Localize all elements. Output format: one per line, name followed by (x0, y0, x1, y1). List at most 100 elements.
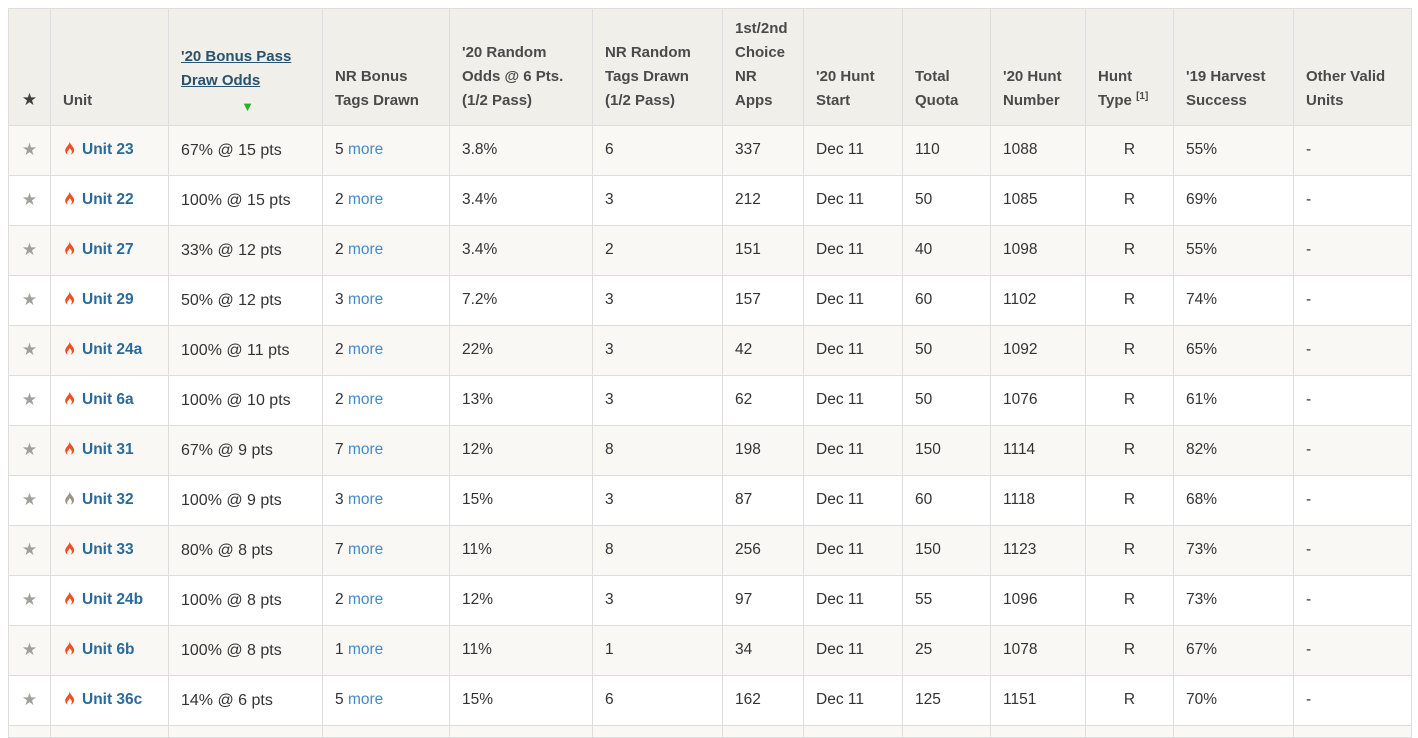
flame-icon (63, 541, 75, 556)
unit-link[interactable]: Unit 31 (82, 441, 134, 459)
table-row: ★ Unit 6a 100% @ 10 pts 2 more 13% 3 62 … (8, 375, 1412, 426)
unit-link[interactable]: Unit 29 (82, 291, 134, 309)
unit-link[interactable]: Unit 36c (82, 691, 143, 709)
unit-link[interactable]: Unit 32 (82, 491, 134, 509)
choice-apps-cell: 34 (722, 625, 804, 676)
total-quota-cell: 55 (902, 575, 991, 626)
favorite-star-cell[interactable]: ★ (8, 125, 51, 176)
random-odds-cell: 11% (449, 625, 593, 676)
unit-link[interactable]: Unit 33 (82, 541, 134, 559)
col-header-harvest-success: '19 Harvest Success (1173, 8, 1294, 126)
star-icon[interactable]: ★ (21, 190, 38, 210)
more-link[interactable]: more (347, 191, 384, 209)
star-icon[interactable]: ★ (21, 390, 38, 410)
tags-count: 7 (335, 441, 344, 459)
hunt-type-cell: R (1085, 325, 1174, 376)
hunt-start-cell: Dec 11 (803, 575, 903, 626)
bonus-odds-cell: 100% @ 9 pts (168, 475, 323, 526)
total-quota-cell: 40 (902, 225, 991, 276)
favorite-star-cell[interactable]: ★ (8, 475, 51, 526)
harvest-success-cell: 61% (1173, 375, 1294, 426)
harvest-success-cell: 69% (1173, 175, 1294, 226)
unit-link[interactable]: Unit 24a (82, 341, 143, 359)
other-valid-units-cell: - (1293, 575, 1412, 626)
star-icon[interactable]: ★ (21, 640, 38, 660)
favorite-star-cell[interactable]: ★ (8, 375, 51, 426)
col-header-unit: Unit (50, 8, 169, 126)
random-odds-cell: 12% (449, 575, 593, 626)
bonus-odds-cell: 100% @ 8 pts (168, 625, 323, 676)
favorite-star-cell[interactable]: ★ (8, 675, 51, 726)
favorite-star-cell[interactable]: ★ (8, 325, 51, 376)
col-header-total-quota: Total Quota (902, 8, 991, 126)
favorite-star-cell[interactable]: ★ (8, 175, 51, 226)
total-quota-cell: 150 (902, 525, 991, 576)
hunt-start-cell: Dec 11 (803, 375, 903, 426)
unit-cell: Unit 27 (50, 225, 169, 276)
star-icon[interactable]: ★ (21, 240, 38, 260)
col-header-hunt-start: '20 Hunt Start (803, 8, 903, 126)
choice-apps-cell: 87 (722, 475, 804, 526)
flame-icon (63, 391, 75, 406)
table-row: ★ Unit 24b 100% @ 8 pts 2 more 12% 3 97 … (8, 575, 1412, 626)
unit-cell: Unit 23 (50, 125, 169, 176)
more-link[interactable]: more (347, 541, 384, 559)
unit-link[interactable]: Unit 24b (82, 591, 144, 609)
more-link[interactable]: more (347, 291, 384, 309)
star-icon[interactable]: ★ (21, 140, 38, 160)
star-icon[interactable]: ★ (21, 290, 38, 310)
star-icon: ★ (21, 89, 38, 109)
col-header-hunt-number: '20 Hunt Number (990, 8, 1086, 126)
nr-bonus-tags-cell: 5 more (322, 125, 450, 176)
more-link[interactable]: more (347, 591, 384, 609)
star-icon[interactable]: ★ (21, 540, 38, 560)
star-icon[interactable]: ★ (21, 340, 38, 360)
hunt-number-cell: 1098 (990, 225, 1086, 276)
more-link[interactable]: more (347, 641, 384, 659)
more-link[interactable]: more (347, 441, 384, 459)
star-icon[interactable]: ★ (21, 490, 38, 510)
hunt-type-cell: R (1085, 525, 1174, 576)
nr-random-tags-cell: 3 (592, 175, 723, 226)
draw-odds-table: ★ Unit '20 Bonus Pass Draw Odds ▼ NR Bon… (8, 8, 1412, 738)
harvest-success-cell: 67% (1173, 625, 1294, 676)
harvest-success-cell: 74% (1173, 275, 1294, 326)
col-header-other-valid-units: Other Valid Units (1293, 8, 1412, 126)
other-valid-units-cell: - (1293, 425, 1412, 476)
star-icon[interactable]: ★ (21, 590, 38, 610)
bonus-odds-cell: 100% @ 10 pts (168, 375, 323, 426)
total-quota-cell: 150 (902, 425, 991, 476)
hunt-start-cell: Dec 11 (803, 625, 903, 676)
star-icon[interactable]: ★ (21, 690, 38, 710)
favorite-star-cell[interactable]: ★ (8, 275, 51, 326)
flame-icon (63, 341, 75, 356)
more-link[interactable]: more (347, 391, 384, 409)
total-quota-cell: 125 (902, 675, 991, 726)
sort-column-link[interactable]: '20 Bonus Pass Draw Odds (181, 48, 292, 89)
hunt-type-cell: R (1085, 625, 1174, 676)
unit-link[interactable]: Unit 23 (82, 141, 134, 159)
choice-apps-cell: 42 (722, 325, 804, 376)
unit-link[interactable]: Unit 22 (82, 191, 134, 209)
more-link[interactable]: more (347, 341, 384, 359)
favorite-star-cell[interactable]: ★ (8, 225, 51, 276)
favorite-star-cell[interactable]: ★ (8, 525, 51, 576)
more-link[interactable]: more (347, 141, 384, 159)
choice-apps-cell: 151 (722, 225, 804, 276)
unit-link[interactable]: Unit 27 (82, 241, 134, 259)
favorite-star-cell[interactable]: ★ (8, 625, 51, 676)
unit-link[interactable]: Unit 6b (82, 641, 135, 659)
choice-apps-cell: 162 (722, 675, 804, 726)
unit-link[interactable]: Unit 6a (82, 391, 134, 409)
favorite-star-cell[interactable]: ★ (8, 425, 51, 476)
other-valid-units-cell: - (1293, 675, 1412, 726)
more-link[interactable]: more (347, 691, 384, 709)
other-valid-units-cell: - (1293, 275, 1412, 326)
hunt-number-cell: 1118 (990, 475, 1086, 526)
favorite-star-cell[interactable]: ★ (8, 575, 51, 626)
hunt-number-cell: 1088 (990, 125, 1086, 176)
more-link[interactable]: more (347, 241, 384, 259)
more-link[interactable]: more (347, 491, 384, 509)
star-icon[interactable]: ★ (21, 440, 38, 460)
table-row: ★ Unit 29 50% @ 12 pts 3 more 7.2% 3 157… (8, 275, 1412, 326)
